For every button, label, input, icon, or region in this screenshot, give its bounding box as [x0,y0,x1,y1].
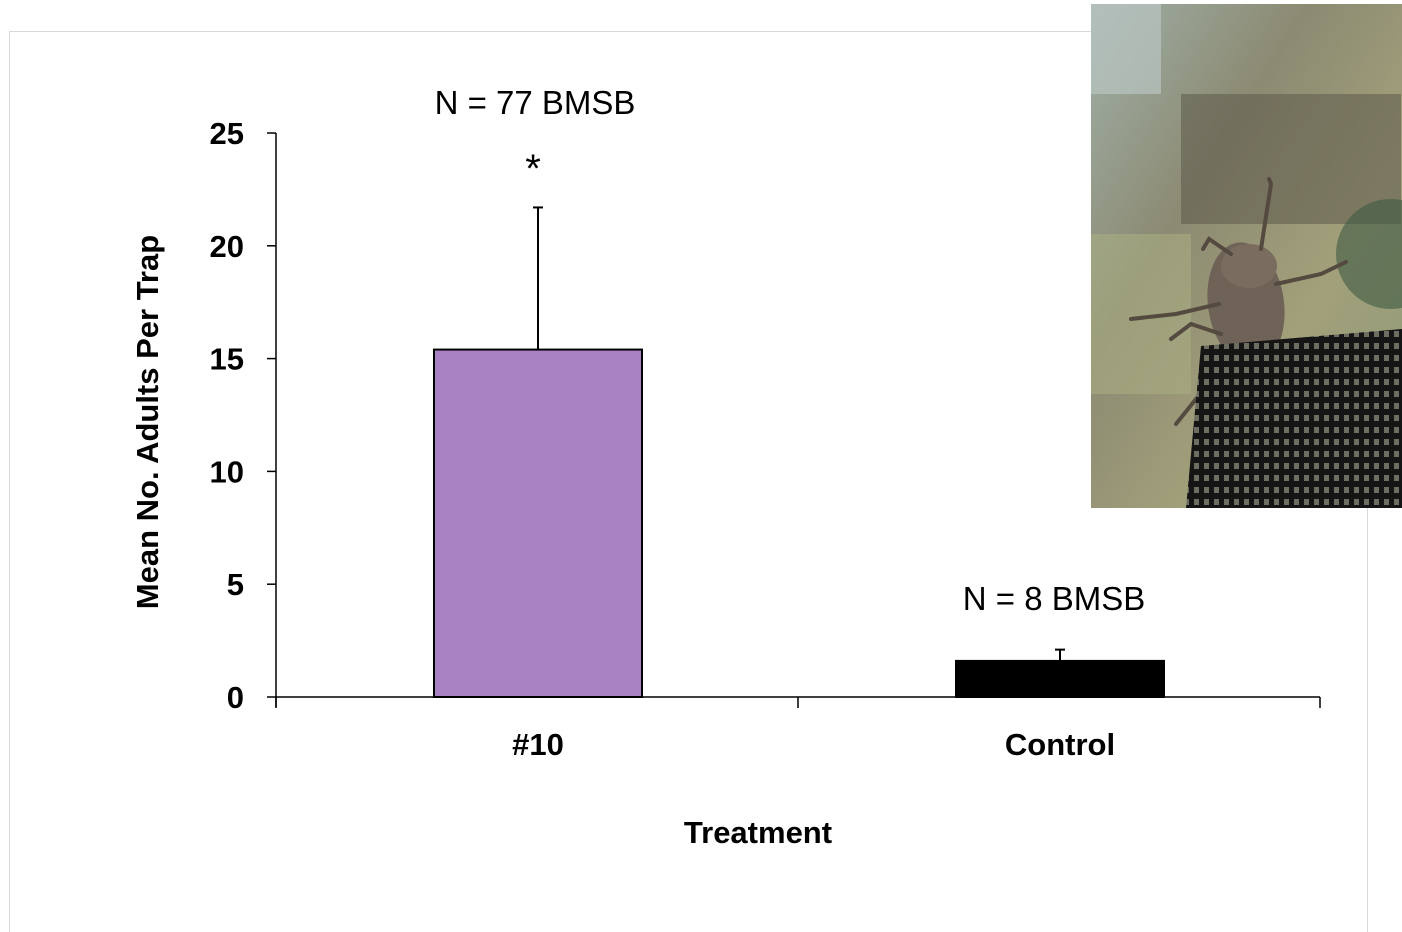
bar-treatment-10 [433,348,643,698]
significance-asterisk: * [525,147,541,191]
y-tick-label: 10 [210,454,244,489]
annotation-n-control: N = 8 BMSB [963,580,1145,617]
annotation-n-treatment: N = 77 BMSB [435,84,636,121]
y-tick-label: 5 [227,567,244,602]
y-axis-title: Mean No. Adults Per Trap [130,235,165,609]
y-tick-label: 25 [210,116,244,151]
x-tick-label: #10 [512,727,564,762]
stink-bug-photo [1091,4,1402,508]
y-tick-label: 0 [227,680,244,715]
bar-control [955,659,1165,698]
x-tick-label: Control [1005,727,1115,762]
y-tick-label: 20 [210,229,244,264]
y-tick-label: 15 [210,342,244,377]
x-axis-title: Treatment [684,815,832,850]
